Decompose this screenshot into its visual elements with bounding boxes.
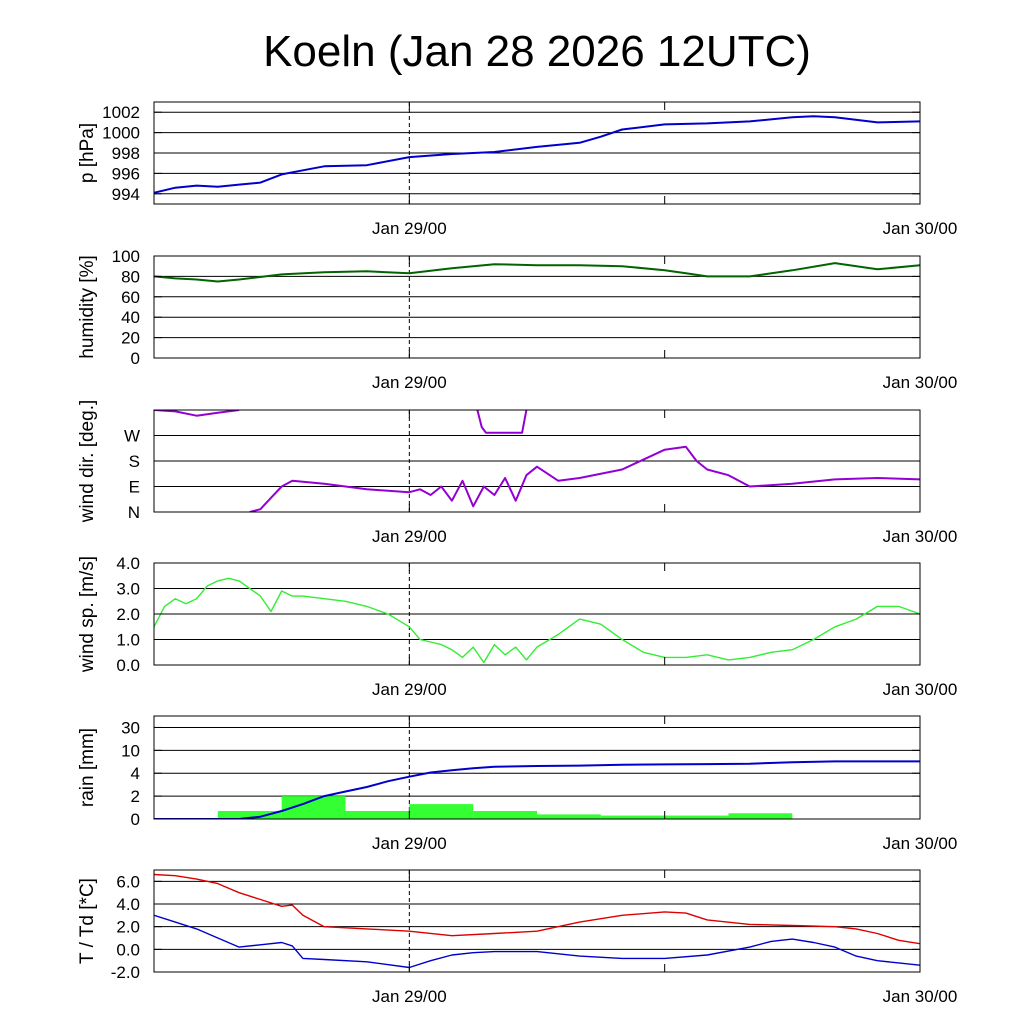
rain-bar [664, 815, 729, 819]
y-axis-title-rain: rain [mm] [77, 728, 98, 807]
plot-frame-humidity [153, 255, 921, 359]
plot-frame-rain [153, 715, 921, 820]
y-tick-label-humidity: 40 [121, 308, 140, 327]
x-tick-label: Jan 30/00 [883, 373, 958, 392]
y-tick-label-temperature: -2.0 [111, 963, 140, 982]
x-tick-label: Jan 30/00 [883, 987, 958, 1006]
y-tick-label-wind_speed: 1.0 [116, 631, 140, 650]
y-axis-title-humidity: humidity [%] [77, 255, 98, 358]
y-tick-label-pressure: 996 [112, 164, 140, 183]
y-tick-label-pressure: 998 [112, 144, 140, 163]
y-tick-label-humidity: 100 [112, 247, 140, 266]
rain-bar [409, 804, 474, 819]
plot-frame-temperature [153, 869, 921, 973]
series-line-wind_dir-0 [154, 410, 240, 417]
x-tick-label: Jan 29/00 [372, 527, 447, 546]
x-tick-label: Jan 29/00 [372, 219, 447, 238]
y-axis-title-wind_speed: wind sp. [m/s] [77, 556, 98, 673]
rain-bar [345, 810, 410, 819]
y-tick-label-pressure: 994 [112, 185, 140, 204]
series-line-temperature-1 [154, 914, 920, 969]
y-tick-label-wind_dir: W [124, 427, 140, 446]
y-tick-label-wind_speed: 3.0 [116, 580, 140, 599]
y-axis-title-pressure: p [hPa] [77, 123, 98, 183]
y-tick-label-wind_speed: 2.0 [116, 605, 140, 624]
series-line-wind_dir-2 [476, 410, 528, 434]
panel-rain: 0 2 4 10 30 Jan 29/00 Jan 30/00 rain [mm] [77, 715, 958, 853]
x-tick-label: Jan 30/00 [883, 680, 958, 699]
y-tick-label-wind_dir: N [128, 503, 140, 522]
y-tick-label-rain: 4 [131, 764, 140, 783]
y-tick-label-pressure: 1002 [102, 103, 140, 122]
y-tick-label-temperature: 0.0 [116, 940, 140, 959]
x-tick-label: Jan 30/00 [883, 219, 958, 238]
x-tick-label: Jan 29/00 [372, 680, 447, 699]
y-tick-label-pressure: 1000 [102, 124, 140, 143]
rain-bar [537, 814, 601, 819]
y-tick-label-humidity: 0 [131, 349, 140, 368]
rain-bar [600, 815, 665, 819]
series-line-rain-0 [154, 760, 920, 819]
series-line-humidity-0 [154, 262, 920, 283]
panel-wind_speed: 0.0 1.0 2.0 3.0 4.0 Jan 29/00 Jan 30/00 wind sp… [77, 554, 957, 699]
rain-bar [281, 796, 346, 819]
x-tick-label: Jan 30/00 [883, 834, 958, 853]
y-axis-title-wind_dir: wind dir. [deg.] [77, 400, 98, 524]
y-tick-label-rain: 2 [131, 787, 140, 806]
y-tick-label-temperature: 4.0 [116, 895, 140, 914]
y-tick-label-wind_dir: S [129, 452, 140, 471]
y-tick-label-rain: 0 [131, 810, 140, 829]
y-tick-label-rain: 30 [121, 718, 140, 737]
y-tick-label-humidity: 20 [121, 329, 140, 348]
x-tick-label: Jan 29/00 [372, 373, 447, 392]
y-tick-label-humidity: 60 [121, 288, 140, 307]
chart-title: Koeln (Jan 28 2026 12UTC) [263, 27, 811, 76]
panel-temperature: -2.0 0.0 2.0 4.0 6.0 Jan 29/00 Jan 30/00 T / Td… [77, 869, 958, 1006]
series-line-wind_dir-1 [249, 445, 920, 512]
y-tick-label-wind_speed: 0.0 [116, 656, 140, 675]
series-line-pressure-0 [154, 115, 920, 194]
rain-bar [473, 810, 537, 819]
y-tick-label-humidity: 80 [121, 267, 140, 286]
y-tick-label-temperature: 2.0 [116, 918, 140, 937]
x-tick-label: Jan 29/00 [372, 987, 447, 1006]
series-line-temperature-0 [154, 873, 920, 945]
y-axis-title-temperature: T / Td [*C] [77, 878, 98, 964]
y-tick-label-temperature: 6.0 [116, 872, 140, 891]
rain-bar [728, 813, 793, 819]
series-line-wind_speed-0 [154, 577, 920, 664]
y-tick-label-rain: 10 [121, 741, 140, 760]
y-tick-label-wind_speed: 4.0 [116, 554, 140, 573]
x-tick-label: Jan 30/00 [883, 527, 958, 546]
rain-bar [217, 810, 282, 819]
x-tick-label: Jan 29/00 [372, 834, 447, 853]
y-tick-label-wind_dir: E [129, 478, 140, 497]
